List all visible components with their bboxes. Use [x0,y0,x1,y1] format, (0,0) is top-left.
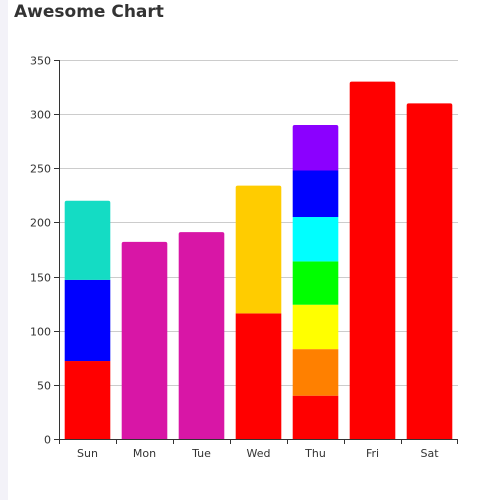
y-tick-label: 150 [30,272,51,285]
bar-segment[interactable] [292,304,339,350]
bar-segment[interactable] [178,232,225,439]
bar-wed [235,185,282,439]
y-tick-label: 0 [44,434,51,447]
x-tick-label: Fri [366,447,379,460]
x-tick-label: Tue [191,447,211,460]
x-tick-label: Mon [133,447,156,460]
chart-panel: Awesome Chart 0 50 100 150 200 250 300 350 Sun Mo… [8,0,500,500]
y-tick-label: 300 [30,109,51,122]
bar-sun [64,200,111,439]
bar-segment[interactable] [292,217,339,262]
x-tick-label: Sat [420,447,439,460]
bar-segment[interactable] [121,241,168,439]
axes: 0 50 100 150 200 250 300 350 Sun Mon Tue Wed Thu Fri S… [30,55,458,460]
bar-segment[interactable] [406,103,453,440]
bar-segment[interactable] [292,395,339,439]
bar-mon [121,241,168,439]
bar-segment[interactable] [235,185,282,314]
bar-segment[interactable] [292,261,339,305]
bar-segment[interactable] [292,124,339,171]
y-tick-label: 350 [30,55,51,68]
bar-thu [292,124,339,439]
y-tick-label: 50 [37,380,51,393]
x-tick-label: Thu [304,447,326,460]
y-tick-label: 200 [30,217,51,230]
bar-segment[interactable] [64,361,111,439]
x-tick-label: Sun [77,447,98,460]
chart-title: Awesome Chart [14,2,164,22]
bar-segment[interactable] [292,349,339,396]
bar-segment[interactable] [349,81,396,440]
x-tick-label: Wed [247,447,271,460]
bar-segment[interactable] [64,279,111,362]
bar-sat [406,103,453,440]
bar-segment[interactable] [292,170,339,218]
bars [64,81,453,440]
y-tick-label: 100 [30,326,51,339]
y-tick-label: 250 [30,163,51,176]
bar-segment[interactable] [235,313,282,439]
bar-chart: 0 50 100 150 200 250 300 350 Sun Mon Tue Wed Thu Fri S… [30,55,458,460]
bar-fri [349,81,396,440]
bar-tue [178,232,225,439]
bar-segment[interactable] [64,200,111,280]
